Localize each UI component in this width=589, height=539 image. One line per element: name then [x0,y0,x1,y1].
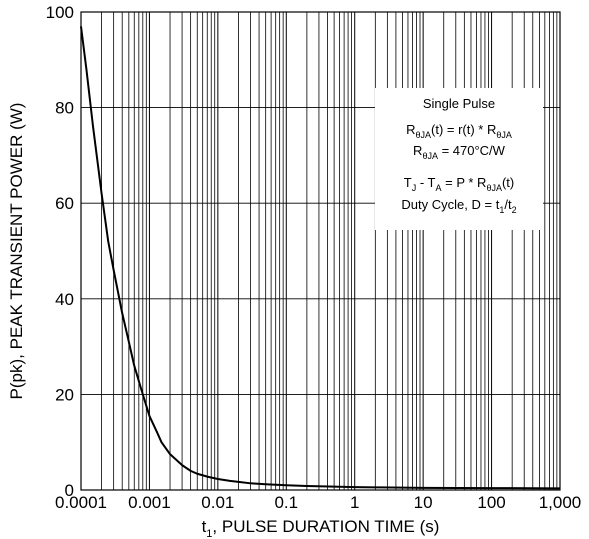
y-tick-label: 20 [55,385,74,404]
x-tick-label: 1 [350,493,359,512]
annotation-line-1: Single Pulse [423,96,495,111]
annotation-subscript: θJA [422,151,438,161]
y-tick-label: 80 [55,99,74,118]
x-tick-label: 100 [477,493,505,512]
annotation-subscript: θJA [486,183,502,193]
annotation-background [375,88,543,230]
grid [81,12,560,490]
annotation-text: R [406,122,415,137]
series [80,26,561,490]
annotation-text: - T [416,175,435,190]
x-axis-label: t1, PULSE DURATION TIME (s) [202,517,440,539]
x-axis-label-text: , PULSE DURATION TIME (s) [212,517,439,536]
annotation-subscript: 2 [512,205,517,215]
annotation-text: (t) [502,175,514,190]
x-axis-label-subscript: 1 [206,528,212,539]
annotation-text: R [413,143,422,158]
y-axis-label: P(pk), PEAK TRANSIENT POWER (W) [7,103,26,400]
annotation-text: = P * R [442,175,487,190]
annotation-line-3: RθJA = 470°C/W [413,143,506,161]
x-tick-label: 0.1 [274,493,298,512]
x-tick-label: 0.001 [128,493,171,512]
annotation-text: Duty Cycle, D = t [401,197,499,212]
annotation-text: T [404,175,412,190]
y-tick-label: 60 [55,194,74,213]
x-tick-label: 10 [414,493,433,512]
annotation-text: = 470°C/W [438,143,506,158]
plot-frame [80,11,561,491]
x-tick-label: 0.0001 [55,493,107,512]
annotation-subscript: A [435,183,441,193]
annotation-subscript: 1 [499,205,504,215]
y-tick-label: 0 [65,481,74,500]
annotation-box: Single Pulse RθJA(t) = r(t) * RθJA RθJA … [375,88,543,230]
y-tick-label: 40 [55,290,74,309]
x-axis-label-text: t [202,517,207,536]
y-tick-label: 100 [46,3,74,22]
annotation-line-4: TJ - TA = P * RθJA(t) [404,175,514,193]
annotation-subscript: θJA [416,130,432,140]
annotation-line-5: Duty Cycle, D = t1/t2 [401,197,516,215]
x-tick-label: 0.01 [201,493,234,512]
annotation-subscript: θJA [496,130,512,140]
annotation-subscript: J [412,183,417,193]
x-tick-label: 1,000 [539,493,582,512]
tick-labels: 0.0001 0.001 0.01 0.1 1 10 100 1,000 0 20 40 60 80 10… [46,3,582,512]
annotation-text: /t [504,197,512,212]
series-line [80,26,561,490]
annotation-text: (t) = r(t) * R [431,122,496,137]
annotation-line-2: RθJA(t) = r(t) * RθJA [406,122,512,140]
